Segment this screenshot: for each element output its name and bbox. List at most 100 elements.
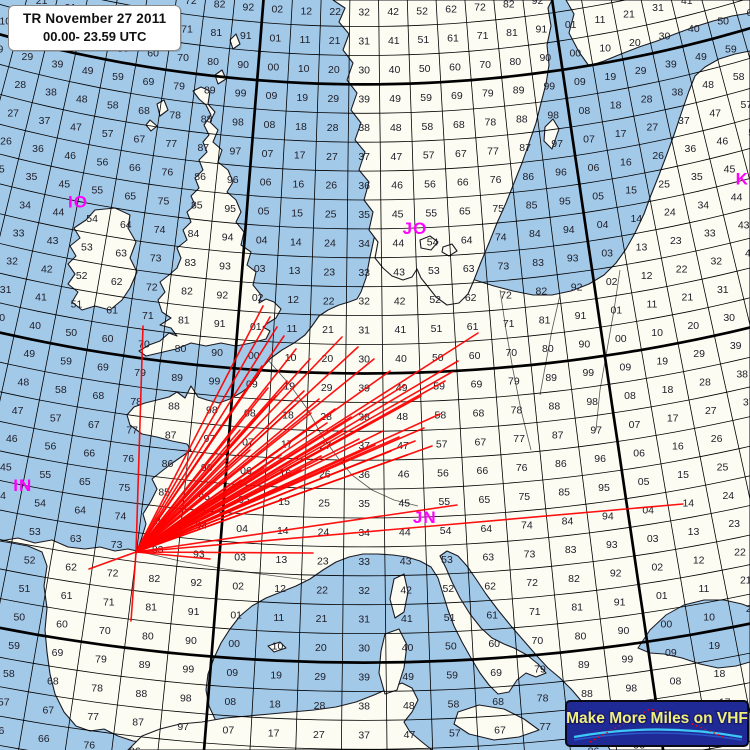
grid-square-number: 09: [246, 379, 258, 391]
grid-square-number: 98: [625, 682, 637, 694]
grid-square-number: 97: [230, 145, 242, 157]
grid-square-number: 58: [3, 668, 15, 680]
grid-square-number: 78: [169, 109, 181, 121]
grid-square-number: 47: [391, 151, 403, 163]
grid-square-number: 43: [47, 235, 59, 247]
grid-square-number: 50: [717, 15, 729, 27]
grid-square-number: 89: [545, 372, 557, 384]
propagation-path: [88, 551, 137, 570]
grid-square-number: 78: [511, 404, 523, 416]
grid-square-number: 31: [358, 614, 370, 626]
grid-square-number: 82: [181, 286, 193, 298]
grid-square-number: 37: [358, 151, 370, 163]
grid-square-number: 11: [595, 14, 606, 26]
grid-square-number: 80: [142, 630, 154, 642]
grid-square-number: 31: [358, 36, 370, 48]
grid-square-number: 60: [488, 638, 500, 650]
grid-square-number: 49: [402, 671, 414, 683]
grid-square-number: 80: [575, 630, 587, 642]
grid-square-number: 01: [250, 321, 262, 333]
grid-square-number: 92: [610, 568, 622, 580]
grid-square-number: 38: [45, 87, 57, 99]
grid-square-number: 69: [471, 379, 483, 391]
grid-square-number: 99: [209, 376, 221, 388]
grid-square-number: 38: [672, 87, 684, 99]
land-continent: [0, 50, 750, 750]
grid-square-number: 09: [665, 647, 677, 659]
grid-square-number: 74: [115, 510, 127, 522]
grid-square-number: 79: [173, 81, 185, 93]
grid-square-number: 11: [646, 299, 657, 311]
grid-square-number: 88: [201, 113, 213, 125]
grid-square-number: 51: [19, 583, 31, 595]
propagation-path: [135, 370, 391, 553]
grid-square-number: 06: [633, 447, 645, 459]
propagation-path: [135, 455, 322, 553]
grid-square-number: 91: [536, 23, 548, 35]
grid-square-number: 32: [358, 7, 370, 19]
grid-square-number: 06: [240, 465, 252, 477]
grid-square-number: 65: [459, 206, 471, 218]
grid-square-number: 77: [165, 138, 177, 150]
grid-square-number: 13: [276, 554, 288, 566]
grid-square-number: 59: [446, 670, 458, 682]
grid-square-number: 88: [516, 113, 528, 125]
grid-line-lon: [111, 0, 206, 750]
grid-square-number: 86: [162, 458, 174, 470]
banner-propagation-arc-icon: [589, 708, 727, 743]
grid-square-number: 72: [526, 577, 538, 589]
grid-square-number: 64: [74, 504, 86, 516]
grid-square-number: 89: [513, 85, 525, 97]
grid-square-number: 66: [129, 162, 141, 174]
grid-square-number: 25: [0, 163, 5, 175]
grid-square-number: 38: [736, 368, 748, 380]
grid-square-number: 97: [203, 433, 215, 445]
grid-square-number: 83: [532, 257, 544, 269]
grid-square-number: 39: [358, 672, 370, 684]
grid-square-number: 87: [165, 429, 177, 441]
grid-square-number: 41: [35, 292, 47, 304]
grid-square-number: 02: [560, 0, 572, 3]
grid-square-number: 74: [521, 520, 533, 532]
grid-square-number: 52: [442, 583, 454, 595]
grid-square-number: 64: [461, 234, 473, 246]
grid-square-number: 75: [119, 482, 131, 494]
grid-square-number: 53: [441, 554, 453, 566]
grid-line-lat: [0, 118, 750, 172]
grid-square-number: 77: [487, 145, 499, 157]
grid-square-number: 02: [651, 562, 663, 574]
grid-square-number: 66: [83, 447, 95, 459]
grid-square-number: 80: [207, 56, 219, 68]
grid-square-number: 82: [214, 0, 226, 10]
grid-line-lon: [406, 0, 434, 750]
grid-square-number: 68: [473, 407, 485, 419]
grid-square-number: 67: [42, 704, 54, 716]
grid-square-number: 89: [578, 659, 590, 671]
grid-line-lat: [0, 475, 750, 519]
grid-square-number: 25: [717, 462, 729, 474]
grid-square-number: 82: [503, 0, 515, 10]
grid-square-number: 07: [583, 133, 595, 145]
grid-square-number: 59: [60, 355, 72, 367]
grid-square-number: 40: [29, 320, 41, 332]
grid-square-number: 02: [252, 292, 264, 304]
grid-square-number: 46: [64, 150, 76, 162]
grid-square-number: 86: [129, 745, 141, 750]
grid-square-number: 81: [506, 27, 518, 39]
land-hebrides-2: [145, 119, 158, 132]
grid-square-number: 73: [150, 253, 162, 265]
grid-square-number: 09: [226, 667, 238, 679]
grid-square-number: 03: [234, 552, 246, 564]
propagation-path: [135, 348, 297, 553]
grid-line-lon: [0, 0, 118, 605]
grid-square-number: 56: [748, 127, 750, 139]
grid-square-number: 52: [24, 555, 36, 567]
grid-square-number: 61: [486, 609, 498, 621]
grid-square-number: 29: [22, 51, 34, 63]
grid-square-number: 30: [0, 312, 5, 324]
grid-square-number: 10: [703, 611, 715, 623]
grid-square-number: 72: [500, 289, 512, 301]
grid-square-number: 97: [177, 721, 189, 733]
propagation-path: [135, 384, 406, 553]
grid-square-number: 76: [516, 462, 528, 474]
